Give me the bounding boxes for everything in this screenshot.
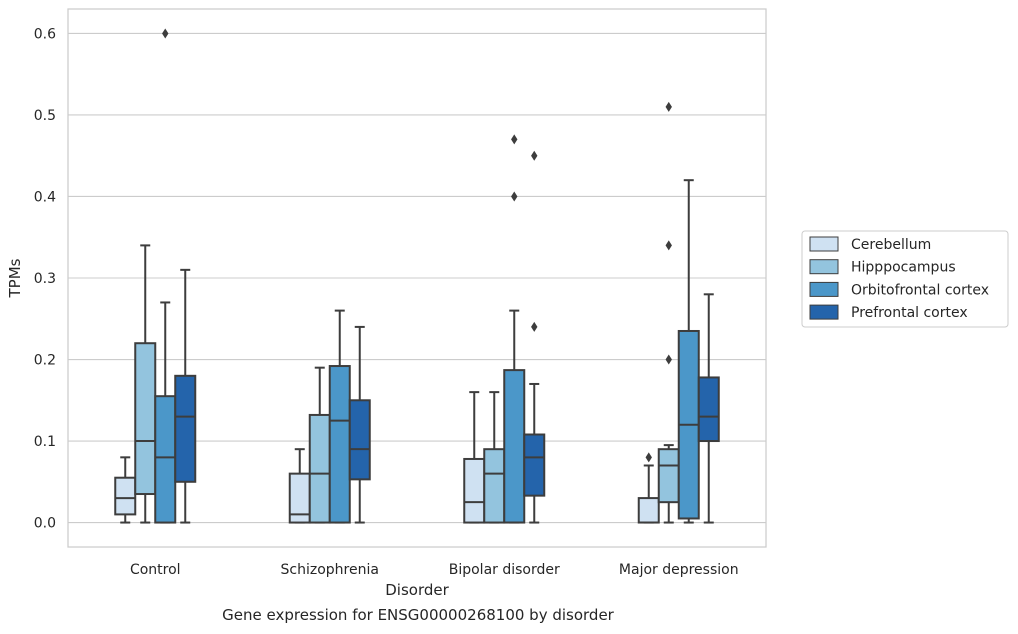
plot-area: [114, 28, 720, 524]
box: [174, 374, 197, 483]
box: [463, 457, 486, 524]
legend-label: Hipppocampus: [851, 260, 956, 276]
x-tick-label: Schizophrenia: [281, 562, 379, 578]
figure-caption: Gene expression for ENSG00000268100 by d…: [222, 606, 614, 624]
y-tick-label: 0.4: [34, 189, 56, 205]
outlier-point: [511, 191, 518, 202]
legend: Cerebellum Hipppocampus Orbitofrontal cort…: [801, 230, 1009, 328]
outlier-point: [665, 101, 672, 112]
box-group: [134, 244, 157, 524]
y-tick-label: 0.2: [34, 353, 56, 369]
legend-label: Cerebellum: [851, 237, 931, 253]
box: [114, 476, 137, 516]
plot-frame: [67, 8, 767, 548]
x-tick-label: Bipolar disorder: [449, 562, 560, 578]
box-group: [677, 179, 700, 524]
box-group: [657, 101, 680, 524]
outlier-point: [162, 28, 169, 39]
box-group: [463, 391, 486, 524]
box: [523, 433, 546, 497]
box: [154, 395, 177, 524]
box-group: [637, 452, 660, 524]
y-axis: 0.0 0.1 0.2 0.3 0.4 0.5 0.6: [34, 26, 56, 531]
y-tick-label: 0.0: [34, 516, 56, 532]
box: [697, 376, 720, 443]
outlier-point: [665, 354, 672, 365]
box: [637, 497, 660, 524]
box-group: [174, 268, 197, 524]
box-group: [523, 150, 546, 524]
outlier-point: [665, 240, 672, 251]
outlier-point: [531, 150, 538, 161]
y-tick-label: 0.6: [34, 26, 56, 42]
box-group: [483, 391, 506, 524]
box-group: [328, 309, 351, 524]
x-tick-label: Control: [130, 562, 181, 578]
y-tick-label: 0.5: [34, 108, 56, 124]
outlier-point: [531, 321, 538, 332]
y-tick-label: 0.3: [34, 271, 56, 287]
y-tick-label: 0.1: [34, 434, 56, 450]
legend-swatch: [809, 281, 839, 297]
outlier-point: [645, 452, 652, 463]
box-group: [348, 325, 371, 524]
legend-swatch: [809, 304, 839, 320]
legend-label: Prefrontal cortex: [851, 305, 968, 321]
box-group: [154, 28, 177, 524]
outlier-point: [511, 134, 518, 145]
box: [308, 413, 331, 524]
box-group: [697, 293, 720, 524]
box-group: [288, 448, 311, 524]
x-tick-label: Major depression: [619, 562, 739, 578]
box: [657, 448, 680, 504]
x-axis-label: Disorder: [385, 581, 449, 599]
legend-swatch: [809, 259, 839, 275]
box: [328, 365, 351, 524]
box: [483, 448, 506, 524]
y-axis-label: TPMs: [6, 258, 24, 298]
x-axis: Control Schizophrenia Bipolar disorder Majo…: [130, 562, 739, 578]
box: [503, 369, 526, 524]
box: [348, 399, 371, 481]
box: [134, 342, 157, 496]
box-group: [503, 134, 526, 524]
legend-swatch: [809, 236, 839, 252]
legend-label: Orbitofrontal cortex: [851, 282, 989, 298]
box-group: [308, 366, 331, 524]
box-group: [114, 456, 137, 524]
legend-frame: [801, 230, 1009, 328]
